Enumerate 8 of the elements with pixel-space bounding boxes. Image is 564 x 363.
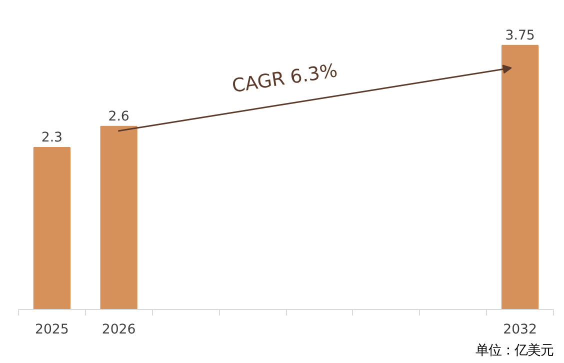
data-label: 2.3 bbox=[41, 130, 63, 146]
x-tick-label: 2026 bbox=[102, 322, 136, 338]
annotation: CAGR 6.3% bbox=[230, 60, 339, 98]
x-tick-label: 2032 bbox=[503, 322, 538, 338]
x-tick-label: 2025 bbox=[34, 322, 69, 338]
data-label: 3.75 bbox=[505, 28, 535, 44]
data-label: 2.6 bbox=[108, 109, 130, 124]
text: 单位：亿美元 bbox=[476, 342, 554, 358]
